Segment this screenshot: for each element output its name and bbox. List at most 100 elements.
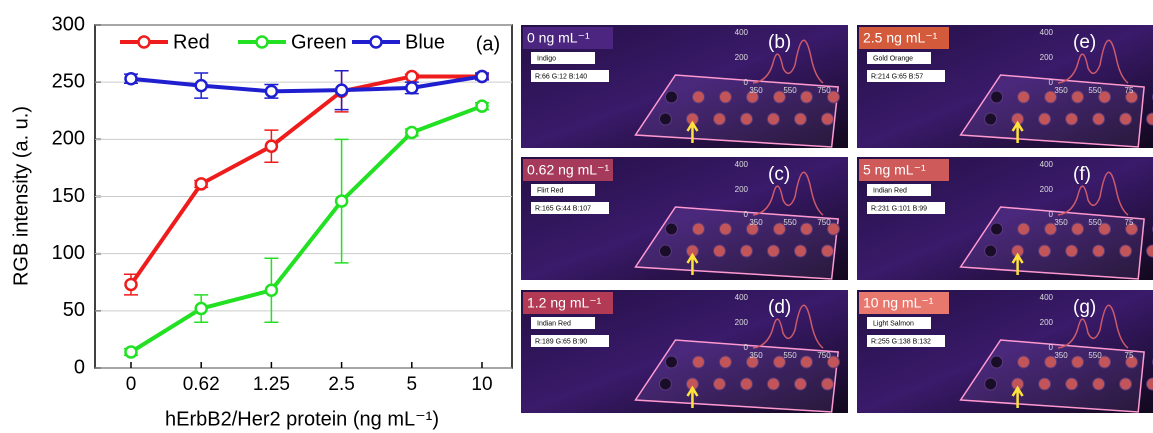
data-point bbox=[477, 71, 488, 82]
inset-y-tick: 0 bbox=[1049, 343, 1054, 352]
well bbox=[719, 223, 731, 235]
well bbox=[659, 113, 671, 125]
legend-label: Green bbox=[291, 31, 347, 53]
inset-y-tick: 0 bbox=[744, 78, 749, 87]
y-tick-label: 100 bbox=[52, 242, 85, 264]
x-tick-label: 0.62 bbox=[183, 374, 220, 395]
inset-x-tick: 550 bbox=[783, 351, 797, 360]
color-name: Indigo bbox=[537, 55, 556, 62]
well bbox=[713, 245, 725, 257]
well bbox=[794, 245, 806, 257]
color-name: Indian Red bbox=[873, 187, 907, 194]
y-tick-label: 0 bbox=[74, 356, 85, 378]
concentration: 5 ng mL⁻¹ bbox=[863, 162, 926, 178]
well bbox=[821, 378, 833, 390]
well bbox=[800, 91, 812, 103]
well bbox=[767, 245, 779, 257]
well bbox=[1093, 245, 1105, 257]
inset-y-tick: 0 bbox=[1049, 210, 1054, 219]
inset-x-tick: 75 bbox=[1125, 351, 1134, 360]
well bbox=[991, 91, 1003, 103]
inset-y-tick: 400 bbox=[735, 293, 749, 302]
inset-x-tick: 750 bbox=[817, 86, 831, 95]
data-point bbox=[406, 71, 417, 82]
data-point bbox=[406, 82, 417, 93]
legend-label: Blue bbox=[405, 31, 445, 53]
well bbox=[985, 245, 997, 257]
inset-x-tick: 350 bbox=[749, 86, 763, 95]
panel-tag: (f) bbox=[1073, 164, 1091, 185]
well bbox=[1066, 378, 1078, 390]
y-tick-label: 300 bbox=[52, 13, 85, 35]
data-point bbox=[336, 85, 347, 96]
inset-x-tick: 750 bbox=[817, 351, 831, 360]
well bbox=[1039, 245, 1051, 257]
inset-x-tick: 550 bbox=[1088, 351, 1102, 360]
data-point bbox=[266, 86, 277, 97]
inset-x-tick: 75 bbox=[1125, 86, 1134, 95]
panel-tag: (b) bbox=[768, 32, 791, 53]
inset-y-tick: 200 bbox=[735, 318, 749, 327]
panel-tag: (c) bbox=[768, 164, 790, 185]
well bbox=[719, 356, 731, 368]
inset-y-tick: 200 bbox=[1040, 185, 1054, 194]
well bbox=[1120, 378, 1132, 390]
concentration: 0.62 ng mL⁻¹ bbox=[527, 162, 609, 178]
inset-x-tick: 550 bbox=[783, 218, 797, 227]
x-axis-label: hErbB2/Her2 protein (ng mL⁻¹) bbox=[165, 408, 439, 430]
x-tick-label: 0 bbox=[126, 374, 137, 395]
inset-y-tick: 400 bbox=[1040, 28, 1054, 37]
x-tick-label: 10 bbox=[471, 374, 492, 395]
rgb-value: R:189 G:65 B:90 bbox=[535, 338, 587, 345]
well bbox=[665, 356, 677, 368]
well bbox=[800, 223, 812, 235]
inset-x-tick: 350 bbox=[1054, 218, 1068, 227]
well bbox=[1120, 245, 1132, 257]
y-tick-label: 200 bbox=[52, 128, 85, 150]
series-line bbox=[131, 76, 482, 91]
well bbox=[740, 378, 752, 390]
figure: RGB intensity (a. u.) hErbB2/Her2 protei… bbox=[0, 0, 1153, 433]
inset-y-tick: 0 bbox=[744, 343, 749, 352]
data-point bbox=[477, 101, 488, 112]
legend-marker bbox=[139, 37, 150, 48]
concentration: 10 ng mL⁻¹ bbox=[863, 295, 934, 311]
well bbox=[692, 91, 704, 103]
concentration: 1.2 ng mL⁻¹ bbox=[527, 295, 602, 311]
x-tick-label: 1.25 bbox=[253, 374, 290, 395]
well bbox=[1018, 223, 1030, 235]
well bbox=[985, 378, 997, 390]
inset-x-tick: 350 bbox=[749, 218, 763, 227]
color-name: Gold Orange bbox=[873, 55, 913, 62]
well bbox=[1066, 113, 1078, 125]
inset-y-tick: 400 bbox=[735, 28, 749, 37]
color-name: Light Salmon bbox=[873, 320, 914, 327]
well bbox=[821, 113, 833, 125]
inset-x-tick: 750 bbox=[817, 218, 831, 227]
well bbox=[821, 245, 833, 257]
well bbox=[659, 245, 671, 257]
well bbox=[740, 245, 752, 257]
data-point bbox=[406, 127, 417, 138]
well bbox=[794, 378, 806, 390]
inset-x-tick: 550 bbox=[1088, 86, 1102, 95]
data-point bbox=[266, 141, 277, 152]
well bbox=[1039, 378, 1051, 390]
inset-y-tick: 400 bbox=[1040, 160, 1054, 169]
inset-x-tick: 350 bbox=[1054, 86, 1068, 95]
well bbox=[713, 113, 725, 125]
y-tick-label: 150 bbox=[52, 185, 85, 207]
photo-panel: 1.2 ng mL⁻¹Indian RedR:189 G:65 B:90(d)4… bbox=[521, 290, 848, 413]
legend-label: Red bbox=[173, 31, 210, 53]
inset-y-tick: 200 bbox=[735, 53, 749, 62]
inset-y-tick: 0 bbox=[744, 210, 749, 219]
well bbox=[1093, 378, 1105, 390]
well bbox=[1072, 91, 1084, 103]
well bbox=[1072, 356, 1084, 368]
well bbox=[800, 356, 812, 368]
well bbox=[665, 223, 677, 235]
well bbox=[665, 91, 677, 103]
